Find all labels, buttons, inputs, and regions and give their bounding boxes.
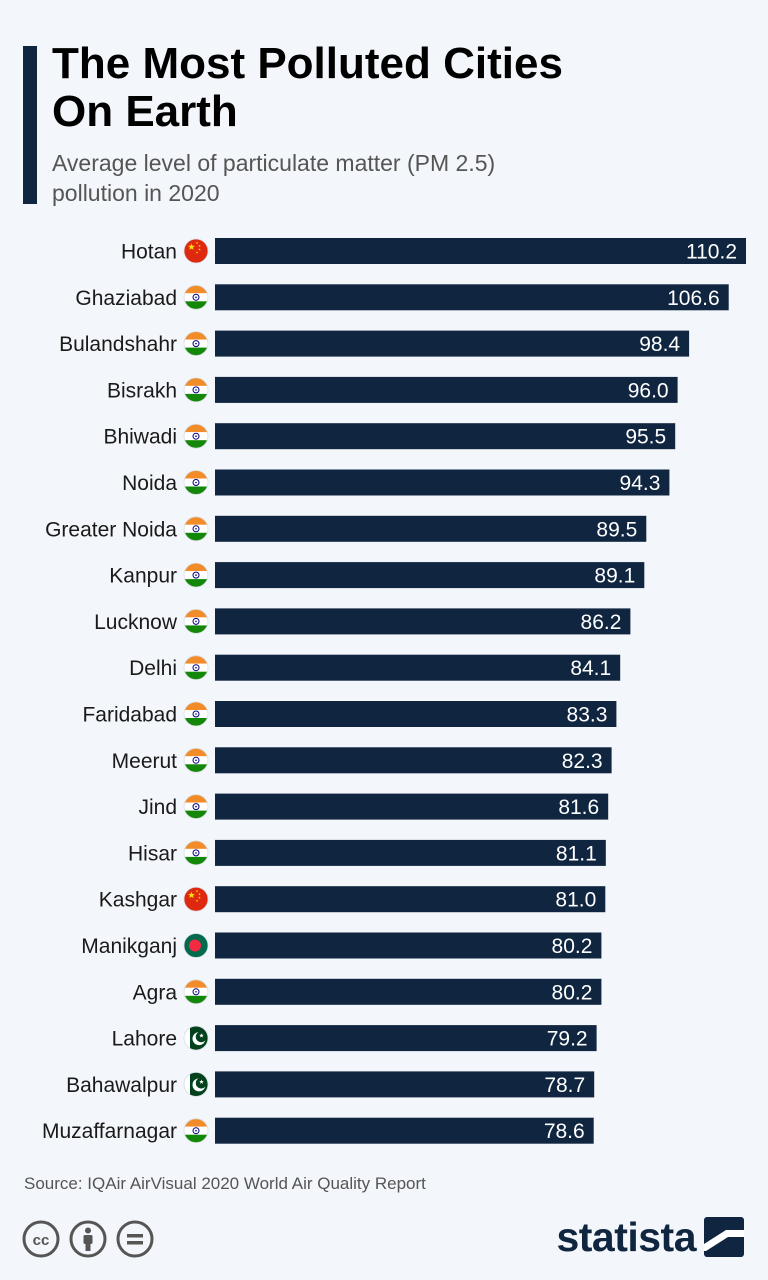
bar: [215, 886, 606, 913]
bar: [215, 1025, 597, 1052]
bar: [215, 1071, 595, 1098]
city-label: Meerut: [112, 750, 178, 773]
india-flag-icon: [183, 284, 209, 310]
city-label: Agra: [133, 981, 178, 1004]
bar-chart: 110.2 Hotan 106.6 Ghaziabad 98.4 Bulandshahr 9…: [42, 238, 746, 1144]
india-flag-icon: [183, 794, 209, 819]
bar: [215, 839, 606, 866]
bar: [215, 793, 609, 820]
india-flag-icon: [183, 516, 209, 542]
city-label: Noida: [122, 472, 177, 495]
bar-value-label: 78.7: [544, 1074, 585, 1097]
bar: [215, 701, 617, 727]
bar: [215, 978, 602, 1005]
bar: [215, 238, 746, 264]
city-label: Faridabad: [82, 704, 177, 727]
bar-value-label: 79.2: [547, 1028, 588, 1051]
no-derivatives-icon[interactable]: [116, 1220, 154, 1258]
bar-value-label: 86.2: [581, 611, 622, 634]
india-flag-icon: [183, 470, 209, 495]
bar: [215, 376, 678, 403]
city-label: Lucknow: [94, 611, 178, 634]
brand-name: statista: [556, 1213, 696, 1260]
city-label: Lahore: [112, 1028, 177, 1051]
bar-value-label: 94.3: [620, 472, 661, 495]
bar-value-label: 89.1: [594, 565, 635, 588]
bar-value-label: 106.6: [667, 287, 720, 310]
bar-value-label: 82.3: [562, 750, 603, 773]
bar: [215, 747, 612, 774]
india-flag-icon: [183, 377, 209, 403]
bar-value-label: 95.5: [625, 426, 666, 449]
city-label: Bisrakh: [107, 379, 177, 402]
india-flag-icon: [183, 423, 209, 449]
pakistan-flag-icon: [183, 1025, 209, 1051]
china-flag-icon: [183, 886, 209, 912]
bar: [215, 423, 676, 450]
chart-title: The Most Polluted Cities On Earth: [52, 39, 563, 136]
city-label: Hotan: [121, 241, 177, 264]
bangladesh-flag-icon: [183, 933, 209, 958]
bar: [215, 562, 645, 589]
india-flag-icon: [183, 608, 209, 634]
bar-value-label: 81.1: [556, 842, 597, 865]
creative-commons-icon[interactable]: cc: [22, 1220, 60, 1258]
city-label: Jind: [138, 796, 177, 819]
statista-mark-icon: [704, 1217, 744, 1257]
city-label: Muzaffarnagar: [42, 1120, 177, 1143]
city-label: Bulandshahr: [59, 333, 177, 356]
city-label: Hisar: [128, 842, 177, 865]
india-flag-icon: [183, 701, 209, 727]
bar-value-label: 81.6: [558, 796, 599, 819]
bar: [215, 284, 729, 311]
city-label: Bahawalpur: [66, 1074, 177, 1097]
india-flag-icon: [183, 655, 209, 681]
bar: [215, 469, 670, 496]
title-accent-bar: [23, 46, 37, 204]
bar-value-label: 98.4: [639, 333, 680, 356]
statista-logo[interactable]: statista: [556, 1214, 744, 1260]
bar-value-label: 96.0: [628, 379, 669, 402]
city-label: Manikganj: [81, 935, 177, 958]
city-label: Bhiwadi: [103, 426, 177, 449]
bar: [215, 654, 621, 681]
attribution-icon[interactable]: [69, 1220, 107, 1258]
bar-value-label: 89.5: [596, 518, 637, 541]
bar-value-label: 80.2: [552, 935, 593, 958]
bar: [215, 1117, 594, 1144]
chart-subtitle: Average level of particulate matter (PM …: [52, 150, 496, 206]
bar-value-label: 80.2: [552, 981, 593, 1004]
source-note: Source: IQAir AirVisual 2020 World Air Q…: [24, 1174, 426, 1193]
india-flag-icon: [183, 562, 209, 588]
city-label: Delhi: [129, 657, 177, 680]
china-flag-icon: [183, 238, 209, 264]
bar-value-label: 78.6: [544, 1120, 585, 1143]
india-flag-icon: [183, 747, 209, 773]
india-flag-icon: [183, 840, 209, 866]
india-flag-icon: [183, 979, 209, 1005]
city-label: Ghaziabad: [75, 287, 177, 310]
bar: [215, 330, 690, 357]
city-label: Kanpur: [109, 565, 177, 588]
city-label: Kashgar: [99, 889, 177, 912]
india-flag-icon: [183, 331, 209, 356]
bar-value-label: 110.2: [686, 241, 737, 264]
bar-value-label: 83.3: [567, 704, 608, 727]
bar: [215, 608, 631, 635]
svg-text:cc: cc: [33, 1232, 50, 1249]
india-flag-icon: [183, 1118, 209, 1144]
bar-value-label: 81.0: [555, 889, 596, 912]
bar-value-label: 84.1: [570, 657, 611, 680]
city-label: Greater Noida: [45, 518, 177, 541]
bar: [215, 932, 602, 959]
pakistan-flag-icon: [183, 1072, 209, 1097]
bar: [215, 515, 647, 542]
